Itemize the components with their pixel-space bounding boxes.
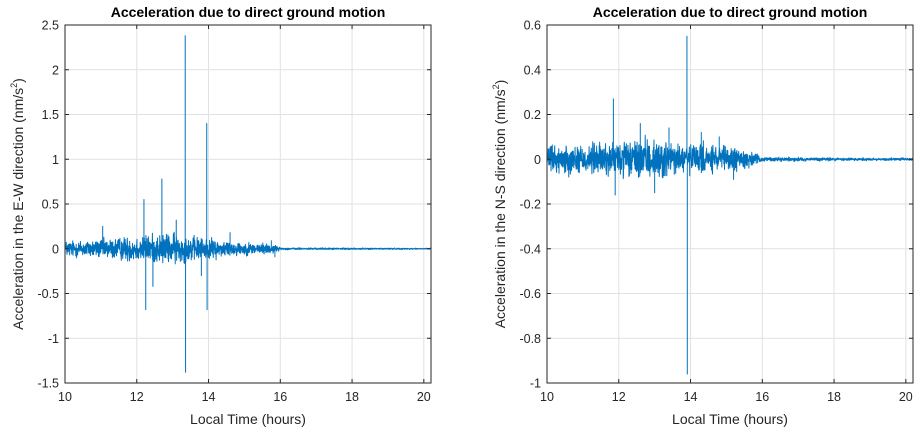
y-tick-label: 0 — [534, 153, 541, 167]
y-tick-label: -0.4 — [519, 242, 541, 256]
y-tick-label: -0.8 — [519, 332, 541, 346]
x-tick-label: 14 — [684, 390, 698, 404]
x-tick-label: 20 — [899, 390, 913, 404]
chart-title: Acceleration due to direct ground motion — [593, 4, 868, 20]
x-tick-label: 18 — [345, 390, 359, 404]
x-axis-label: Local Time (hours) — [672, 411, 788, 427]
x-tick-label: 14 — [202, 390, 216, 404]
y-tick-label: 0.4 — [524, 63, 541, 77]
y-tick-label: 0.6 — [524, 19, 541, 33]
chart-title: Acceleration due to direct ground motion — [111, 4, 386, 20]
y-tick-label: 0.2 — [524, 108, 541, 122]
y-tick-label: -1 — [530, 377, 541, 391]
x-axis-label: Local Time (hours) — [190, 411, 306, 427]
y-tick-label: 1 — [52, 153, 59, 167]
series-line — [65, 35, 431, 373]
x-tick-label: 16 — [273, 390, 287, 404]
chart-ew-acceleration: 10 12 14 16 18 20 -1.5 -1 -0.5 0 0.5 1 1.5 2 2.5 Accele… — [9, 4, 432, 427]
y-tick-label: -1.5 — [37, 377, 59, 391]
y-tick-label: -0.5 — [37, 287, 59, 301]
chart-ns-acceleration: 10 12 14 16 18 20 -1 -0.8 -0.6 -0.4 -0.2 0 0.2 0.4 0.6… — [491, 4, 914, 427]
x-tick-label: 10 — [540, 390, 554, 404]
series-line — [547, 35, 913, 375]
y-axis-label: Acceleration in the E-W direction (nm/s2… — [9, 78, 26, 330]
y-tick-label: 2 — [52, 63, 59, 77]
y-axis-label: Acceleration in the N-S direction (nm/s2… — [491, 80, 508, 329]
y-tick-label: -0.2 — [519, 198, 541, 212]
x-tick-label: 12 — [130, 390, 144, 404]
y-tick-label: 0 — [52, 242, 59, 256]
x-tick-label: 12 — [612, 390, 626, 404]
y-tick-label: -1 — [48, 332, 59, 346]
x-tick-label: 16 — [755, 390, 769, 404]
x-tick-label: 20 — [417, 390, 431, 404]
x-tick-label: 18 — [827, 390, 841, 404]
x-tick-label: 10 — [58, 390, 72, 404]
y-tick-label: 0.5 — [42, 198, 59, 212]
y-tick-label: -0.6 — [519, 287, 541, 301]
y-tick-label: 1.5 — [42, 108, 59, 122]
y-tick-label: 2.5 — [42, 19, 59, 33]
